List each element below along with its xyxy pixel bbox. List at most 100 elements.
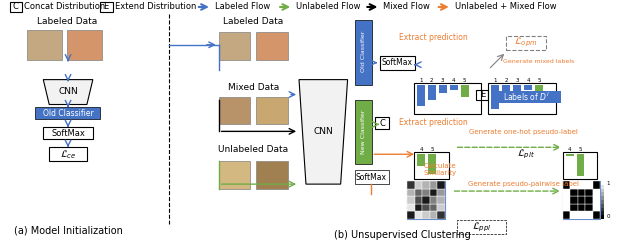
Text: Unlabeled + Mixed Flow: Unlabeled + Mixed Flow (454, 2, 556, 12)
Bar (593, 196, 600, 204)
Text: (b) Unsupervised Clustering: (b) Unsupervised Clustering (333, 230, 470, 240)
Bar (422, 204, 429, 211)
Bar (380, 56, 415, 70)
Bar (407, 181, 445, 219)
Bar (563, 181, 570, 189)
Text: C: C (13, 2, 19, 12)
Text: Generate pseudo-pairwise label: Generate pseudo-pairwise label (468, 181, 579, 187)
Bar (28, 30, 62, 60)
Bar (488, 83, 556, 114)
Text: 4: 4 (526, 78, 530, 83)
Text: 0: 0 (606, 214, 610, 219)
Bar (578, 181, 586, 189)
Text: SoftMax: SoftMax (51, 129, 85, 138)
Text: 4: 4 (419, 147, 422, 152)
Text: SoftMax: SoftMax (356, 173, 387, 182)
Bar (492, 85, 499, 109)
Bar (577, 154, 584, 176)
Bar (429, 204, 437, 211)
Bar (257, 97, 288, 124)
Bar (578, 204, 586, 211)
Bar (429, 181, 437, 189)
Bar (506, 36, 546, 50)
Text: 5: 5 (537, 78, 541, 83)
Bar (219, 32, 250, 60)
Text: Generate one-hot pseudo-label: Generate one-hot pseudo-label (468, 129, 577, 135)
Bar (578, 189, 586, 196)
Bar (257, 32, 288, 60)
Bar (602, 181, 604, 185)
Text: 2: 2 (504, 78, 508, 83)
Bar (563, 211, 570, 219)
Bar (602, 185, 604, 189)
Text: 3: 3 (441, 78, 445, 83)
Text: Mixed Data: Mixed Data (228, 83, 279, 92)
Bar (407, 211, 415, 219)
Text: 5: 5 (430, 147, 433, 152)
Bar (586, 189, 593, 196)
Bar (414, 83, 481, 114)
Text: Labeled Data: Labeled Data (223, 17, 284, 27)
Bar (586, 204, 593, 211)
Text: Old Classifier: Old Classifier (361, 31, 366, 73)
Bar (502, 85, 510, 97)
Text: $\mathcal{L}_{ce}$: $\mathcal{L}_{ce}$ (60, 148, 76, 161)
Bar (414, 152, 449, 179)
Text: New Classifier: New Classifier (361, 109, 366, 154)
Bar (439, 85, 447, 93)
Text: Old Classifier: Old Classifier (43, 109, 93, 118)
Bar (602, 193, 604, 196)
Bar (415, 181, 422, 189)
Polygon shape (44, 80, 93, 105)
Bar (428, 154, 436, 174)
Bar (257, 161, 288, 189)
Bar (593, 211, 600, 219)
Bar (563, 189, 570, 196)
Bar (407, 204, 415, 211)
Bar (355, 170, 389, 184)
Text: Calculate
Similarity: Calculate Similarity (423, 163, 456, 176)
Text: CNN: CNN (58, 87, 78, 96)
Bar (422, 196, 429, 204)
Bar (415, 189, 422, 196)
Bar (593, 189, 600, 196)
Bar (422, 189, 429, 196)
Bar (100, 2, 113, 12)
Bar (44, 127, 93, 139)
Bar (422, 181, 429, 189)
Text: 1: 1 (606, 181, 610, 186)
Bar (586, 181, 593, 189)
Bar (355, 20, 372, 85)
Text: 3: 3 (515, 78, 519, 83)
Text: Extend Distribution: Extend Distribution (115, 2, 196, 12)
Text: $\mathcal{L}_{ppl}$: $\mathcal{L}_{ppl}$ (472, 220, 491, 234)
Text: (a) Model Initialization: (a) Model Initialization (13, 226, 122, 236)
Text: 4: 4 (568, 147, 572, 152)
Text: $\mathcal{L}_{opm}$: $\mathcal{L}_{opm}$ (515, 36, 538, 49)
Bar (476, 90, 488, 100)
Bar (67, 30, 102, 60)
Bar (570, 189, 578, 196)
Text: E: E (103, 2, 108, 12)
Bar (563, 181, 600, 219)
Text: CNN: CNN (314, 127, 333, 136)
Bar (407, 196, 415, 204)
Bar (10, 2, 22, 12)
Bar (437, 204, 445, 211)
Text: 2: 2 (430, 78, 433, 83)
Bar (563, 152, 597, 179)
Bar (437, 211, 445, 219)
Bar (586, 196, 593, 204)
Text: C: C (380, 119, 385, 128)
Bar (602, 196, 604, 200)
Bar (415, 211, 422, 219)
Bar (602, 211, 604, 215)
Bar (415, 196, 422, 204)
Bar (422, 211, 429, 219)
Bar (570, 204, 578, 211)
Bar (563, 204, 570, 211)
Text: Labeled Data: Labeled Data (37, 17, 97, 27)
Bar (437, 196, 445, 204)
Text: Unlabeled Data: Unlabeled Data (218, 145, 289, 154)
Bar (437, 181, 445, 189)
